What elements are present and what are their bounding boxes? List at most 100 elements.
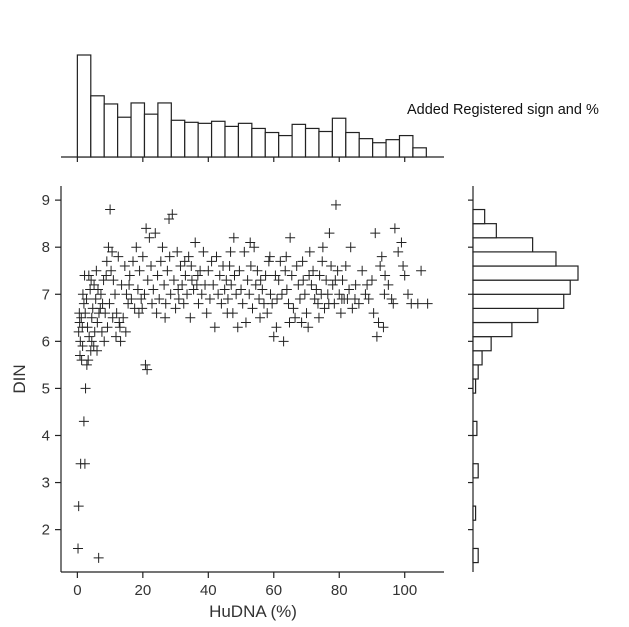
scatter-point [335, 308, 346, 319]
top-histogram-bar [237, 122, 253, 158]
scatter-point [132, 284, 143, 295]
scatter-point [379, 289, 390, 300]
scatter-point [110, 289, 121, 300]
scatter-point [285, 232, 296, 243]
scatter-point [170, 303, 181, 314]
scatter-point [91, 265, 102, 276]
scatter-point [124, 270, 135, 281]
scatter-point [93, 552, 104, 563]
scatter-point [80, 383, 91, 394]
scatter-point [76, 312, 87, 323]
top-histogram-bar [291, 123, 307, 158]
scatter-point [255, 275, 266, 286]
scatter-point [373, 317, 384, 328]
scatter-point [375, 261, 386, 272]
right-histogram-bar [472, 463, 479, 479]
scatter-point [152, 270, 163, 281]
scatter-point [345, 242, 356, 253]
scatter-point [303, 322, 314, 333]
scatter-point [83, 355, 94, 366]
y-tick-label: 9 [42, 192, 50, 209]
y-tick-label: 5 [42, 380, 50, 397]
top-histogram-bar [318, 130, 333, 158]
scatter-point [239, 246, 250, 257]
top-histogram-bar [412, 147, 427, 158]
top-histogram-bar [251, 127, 266, 158]
scatter-point [219, 284, 230, 295]
scatter-point [86, 275, 97, 286]
scatter-point [283, 298, 294, 309]
scatter-point [250, 279, 261, 290]
scatter-point [313, 312, 324, 323]
top-histogram-bar [331, 117, 347, 158]
scatter-point [322, 289, 333, 300]
scatter-point [383, 279, 394, 290]
scatter-point [141, 223, 152, 234]
scatter-point [317, 242, 328, 253]
right-histogram-bar [472, 265, 579, 281]
scatter-point [291, 261, 302, 272]
scatter-point [101, 256, 112, 267]
scatter-point [92, 317, 103, 328]
scatter-point [293, 279, 304, 290]
scatter-point [80, 308, 91, 319]
scatter-point [262, 308, 273, 319]
right-histogram-bar [472, 350, 483, 366]
x-tick-label: 60 [265, 582, 282, 599]
scatter-point [311, 284, 322, 295]
scatter-point [237, 298, 248, 309]
top-histogram-bar [264, 131, 280, 158]
scatter-point [98, 275, 109, 286]
scatter-point [148, 284, 159, 295]
right-histogram-bar [472, 420, 478, 437]
scatter-point [370, 228, 381, 239]
scatter-point [96, 326, 107, 337]
scatter-point [86, 336, 97, 347]
scatter-point [139, 289, 150, 300]
y-tick-label: 6 [42, 333, 50, 350]
scatter-point [111, 308, 122, 319]
scatter-point [263, 256, 274, 267]
scatter-point [216, 298, 227, 309]
scatter-point [74, 317, 85, 328]
scatter-point [388, 298, 399, 309]
right-histogram-bar [472, 547, 479, 564]
scatter-point [92, 345, 103, 356]
scatter-point [334, 289, 345, 300]
scatter-point [347, 303, 358, 314]
y-tick-label: 8 [42, 239, 50, 256]
scatter-point [278, 336, 289, 347]
scatter-point [206, 256, 217, 267]
scatter-point [281, 284, 292, 295]
scatter-point [115, 336, 126, 347]
scatter-point [146, 261, 157, 272]
scatter-point [183, 251, 194, 262]
scatter-point [284, 317, 295, 328]
scatter-point [363, 293, 374, 304]
top-histogram-bar [76, 54, 92, 158]
scatter-point [198, 246, 209, 257]
x-tick-label: 100 [392, 582, 417, 599]
right-histogram-bar [472, 336, 492, 352]
scatter-point [78, 298, 89, 309]
scatter-point [172, 246, 183, 257]
top-histogram-bar [103, 103, 119, 158]
scatter-point [398, 261, 409, 272]
scatter-point [422, 298, 433, 309]
scatter-point [226, 279, 237, 290]
scatter-point [275, 256, 286, 267]
scatter-point [203, 265, 214, 276]
scatter-point [344, 284, 355, 295]
scatter-point [267, 298, 278, 309]
scatter-point [84, 331, 95, 342]
scatter-point [101, 270, 112, 281]
scatter-point [321, 275, 332, 286]
scatter-point [82, 322, 93, 333]
scatter-points [73, 199, 433, 563]
scatter-point [312, 298, 323, 309]
top-histogram-bar [278, 134, 293, 158]
scatter-point [192, 270, 203, 281]
scatter-point [245, 237, 256, 248]
scatter-point [301, 308, 312, 319]
scatter-point [304, 270, 315, 281]
